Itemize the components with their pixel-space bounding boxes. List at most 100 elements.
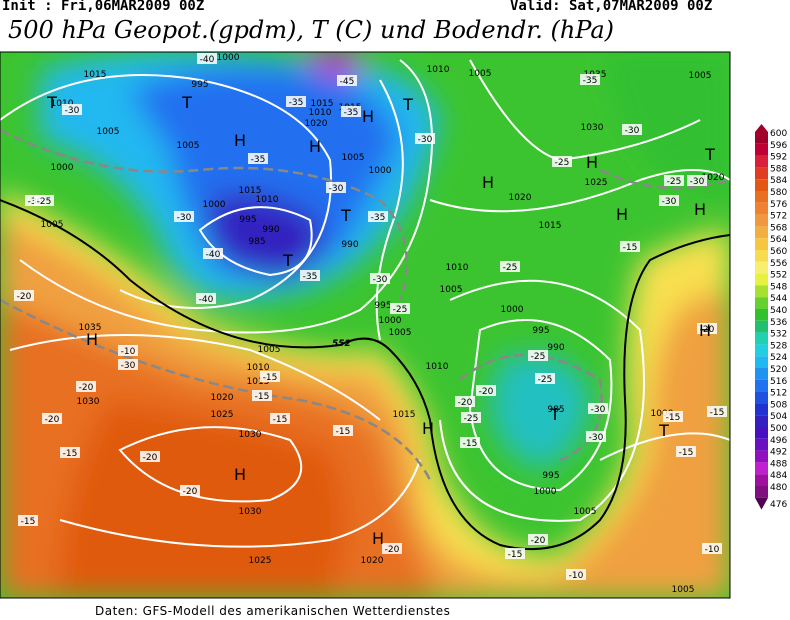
temperature-label: -15	[63, 449, 78, 459]
temperature-label: -15	[263, 373, 278, 383]
pressure-centre: H	[586, 153, 598, 172]
pressure-centre: H	[372, 529, 384, 548]
pressure-centre: H	[616, 205, 628, 224]
isobar-label: 1000	[217, 53, 240, 63]
contour-552	[0, 199, 730, 551]
colorbar-cell	[755, 427, 768, 439]
isobar-label: 990	[547, 343, 564, 353]
colorbar-cell	[755, 391, 768, 404]
isobar-label: 1010	[247, 363, 270, 373]
colorbar-label: 540	[770, 306, 787, 316]
colorbar-cell	[755, 474, 768, 486]
isobar-label: 1005	[342, 153, 365, 163]
temperature-label: -20	[479, 387, 494, 397]
temperature-label: -35	[344, 108, 359, 118]
temperature-box	[580, 74, 600, 85]
colorbar-cell	[755, 415, 768, 427]
temperature-box	[664, 175, 684, 186]
isobar-label: 995	[532, 326, 549, 336]
colorbar-cell	[755, 450, 768, 463]
isobar-label: 1030	[239, 430, 262, 440]
isobar-label: 1020	[305, 119, 328, 129]
temperature-box	[528, 350, 548, 361]
colorbar-label: 488	[770, 459, 787, 469]
temperature-box	[588, 403, 608, 414]
colorbar-cell	[755, 179, 768, 191]
colorbar-label: 564	[770, 235, 787, 245]
colorbar-label: 512	[770, 389, 787, 399]
colorbar-label: 560	[770, 247, 787, 257]
isobar-label: 1005	[689, 71, 712, 81]
isobar-label: 985	[248, 237, 265, 247]
temperature-label: -35	[303, 272, 318, 282]
colorbar-label: 580	[770, 188, 787, 198]
isobar-label: 1025	[585, 178, 608, 188]
colorbar-cell	[755, 332, 768, 345]
temperature-box	[687, 175, 707, 186]
temperature-label: -40	[199, 295, 214, 305]
isobar-label: 1020	[361, 556, 384, 566]
isobar-label: 1025	[249, 556, 272, 566]
colorbar-label: 572	[770, 212, 787, 222]
temperature-box	[586, 431, 606, 442]
colorbar-cell	[755, 356, 768, 368]
temperature-label: -25	[464, 414, 479, 424]
colorbar-cell	[755, 462, 768, 475]
temperature-label: -35	[289, 98, 304, 108]
valid-time: Valid: Sat,07MAR2009 00Z	[510, 0, 713, 14]
colorbar-label: 568	[770, 223, 787, 233]
temperature-label: -15	[336, 427, 351, 437]
colorbar-cell	[755, 320, 768, 333]
temperature-label: -15	[273, 415, 288, 425]
pressure-centre: H	[422, 419, 434, 438]
colorbar-cell	[755, 379, 768, 392]
colorbar-cell	[755, 297, 768, 309]
temperature-box	[60, 447, 80, 458]
labels: 1015995100010101005100510151020101510101…	[14, 53, 727, 595]
temperature-box	[270, 413, 290, 424]
temperature-box	[14, 290, 34, 301]
isobar-label: 1030	[77, 397, 100, 407]
colorbar-cell	[755, 167, 768, 180]
colorbar-label: 584	[770, 176, 787, 186]
isobar-label: 1015	[247, 377, 270, 387]
temperature-box	[505, 548, 525, 559]
colorbar-label: 544	[770, 294, 787, 304]
temperature-label: -30	[65, 106, 80, 116]
temperature-label: -25	[531, 352, 546, 362]
temperature-label: -25	[538, 375, 553, 385]
temperature-box	[203, 248, 223, 259]
colorbar-label: 500	[770, 424, 787, 434]
isobar-label: 1015	[393, 410, 416, 420]
footer: Daten: GFS-Modell des amerikanischen Wet…	[95, 604, 451, 618]
colorbar-label: 520	[770, 365, 787, 375]
colorbar-cell	[755, 403, 768, 416]
colorbar-label: 480	[770, 483, 787, 493]
temperature-label: -10	[705, 545, 720, 555]
colorbar-label: 532	[770, 330, 787, 340]
colorbar-cell	[755, 261, 768, 274]
temperature-box	[476, 385, 496, 396]
temperature-label: -30	[373, 275, 388, 285]
temperature-box	[326, 182, 346, 193]
map: 552 101599510001010100510051015102010151…	[0, 51, 787, 599]
colorbar-cell	[755, 438, 768, 451]
isobar-label: 1035	[79, 323, 102, 333]
temperature-label: -30	[662, 197, 677, 207]
temperature-label: -20	[79, 383, 94, 393]
temperature-label: -30	[690, 177, 705, 187]
isobar-label: 1000	[203, 200, 226, 210]
temperature-box	[390, 303, 410, 314]
temperature-label: -25	[37, 197, 52, 207]
isobar-label: 1020	[211, 393, 234, 403]
temperature-label: -20	[45, 415, 60, 425]
isobar-label: 995	[191, 80, 208, 90]
isobar-label: 1000	[369, 166, 392, 176]
pressure-centre: T	[181, 93, 192, 112]
temperature-label: -15	[710, 408, 725, 418]
colorbar-label: 576	[770, 200, 787, 210]
isobar-label: 1020	[702, 173, 725, 183]
temperature-box	[382, 543, 402, 554]
isobar-label: 1000	[651, 409, 674, 419]
